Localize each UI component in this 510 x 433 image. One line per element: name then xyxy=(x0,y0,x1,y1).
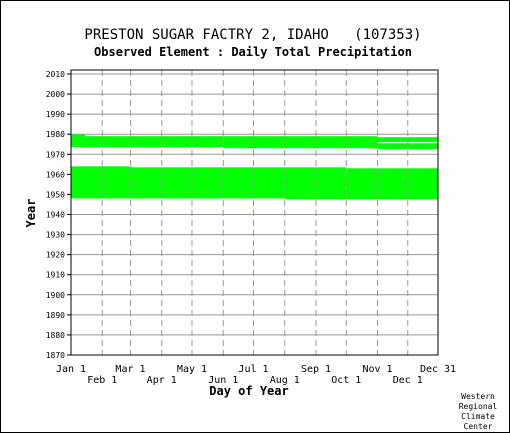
y-tick-label: 1920 xyxy=(46,251,65,260)
data-gap xyxy=(402,177,404,179)
data-record-block xyxy=(346,168,438,200)
x-tick-label: Jul 1 xyxy=(238,364,268,375)
credit-line: Center xyxy=(464,422,493,431)
x-tick-label: Nov 1 xyxy=(362,364,392,375)
x-axis-label: Day of Year xyxy=(209,384,288,398)
x-tick-label: Apr 1 xyxy=(147,375,177,386)
x-tick-label: Mar 1 xyxy=(115,364,145,375)
y-tick-label: 1910 xyxy=(46,271,65,280)
y-tick-label: 1940 xyxy=(46,211,65,220)
x-tick-label: Jan 1 xyxy=(56,364,86,375)
plot-area: 1870 1880 1890 1900 1910 1920 1930 1940 1950 1960… xyxy=(46,69,456,386)
data-record-block xyxy=(85,136,224,148)
y-tick-label: 2010 xyxy=(46,70,65,79)
chart-subtitle: Observed Element : Daily Total Precipita… xyxy=(94,45,412,59)
credit-text: Western Regional Climate Center xyxy=(459,392,498,431)
x-tick-label: Jun 1 xyxy=(208,375,238,386)
x-tick-label: Sep 1 xyxy=(301,364,331,375)
y-tick-label: 1880 xyxy=(46,331,65,340)
x-tick-label: Aug 1 xyxy=(270,375,300,386)
credit-line: Western xyxy=(461,392,495,401)
credit-line: Regional xyxy=(459,402,498,411)
data-record-block xyxy=(130,167,285,199)
credit-line: Climate xyxy=(461,412,495,421)
x-tick-label: Feb 1 xyxy=(87,375,117,386)
y-tick-label: 1980 xyxy=(46,130,65,139)
data-record-block xyxy=(71,166,131,199)
y-tick-label: 1970 xyxy=(46,150,65,159)
y-tick-label: 1960 xyxy=(46,170,65,179)
data-record-block xyxy=(71,134,86,148)
y-tick-label: 1990 xyxy=(46,110,65,119)
x-tick-label: May 1 xyxy=(177,364,207,375)
y-tick-label: 1930 xyxy=(46,231,65,240)
plot-border xyxy=(70,69,439,356)
x-tick-label: Dec 1 xyxy=(393,375,423,386)
y-tick-label: 2000 xyxy=(46,90,65,99)
x-tick-label: Dec 31 xyxy=(420,364,456,375)
data-record-block xyxy=(284,167,347,200)
y-axis-label: Year xyxy=(24,199,38,228)
y-tick-label: 1950 xyxy=(46,190,65,199)
chart-title: PRESTON SUGAR FACTRY 2, IDAHO (107353) xyxy=(84,27,421,43)
y-tick-label: 1890 xyxy=(46,311,65,320)
y-tick-label: 1900 xyxy=(46,291,65,300)
y-tick-label: 1870 xyxy=(46,351,65,360)
x-tick-label: Oct 1 xyxy=(331,375,361,386)
data-record-block xyxy=(223,136,378,149)
